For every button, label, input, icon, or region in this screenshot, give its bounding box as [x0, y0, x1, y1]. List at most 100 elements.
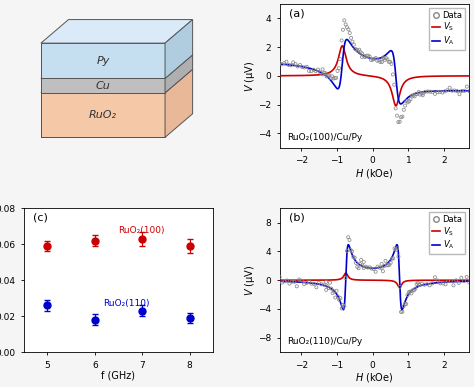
Point: [399, 113, 406, 120]
Point: [326, 279, 334, 286]
Point: [308, 68, 315, 74]
Point: [294, 63, 301, 70]
Point: [327, 75, 335, 81]
Polygon shape: [41, 43, 165, 79]
Text: (c): (c): [33, 212, 48, 223]
Point: [330, 288, 338, 295]
Point: [345, 234, 352, 240]
Point: [419, 92, 427, 98]
Point: [339, 27, 347, 33]
Point: [455, 280, 463, 286]
Point: [441, 88, 448, 94]
Point: [384, 262, 392, 269]
Point: [463, 274, 470, 280]
Point: [349, 38, 356, 45]
Point: [457, 275, 465, 281]
Point: [305, 278, 313, 284]
Point: [375, 57, 383, 63]
Point: [392, 105, 400, 111]
X-axis label: $H$ (kOe): $H$ (kOe): [355, 371, 394, 384]
Point: [426, 282, 434, 288]
Point: [445, 278, 452, 284]
Point: [407, 96, 414, 102]
Point: [347, 35, 355, 41]
Point: [320, 70, 328, 76]
Point: [312, 68, 319, 74]
Point: [397, 309, 405, 315]
Point: [295, 276, 303, 283]
Point: [329, 290, 337, 296]
Point: [283, 277, 291, 284]
Point: [383, 56, 391, 62]
Point: [392, 247, 400, 253]
Point: [351, 46, 359, 52]
Point: [378, 265, 385, 271]
Point: [394, 119, 402, 125]
Point: [276, 274, 283, 280]
Point: [415, 89, 422, 95]
Point: [415, 282, 423, 288]
Point: [402, 301, 410, 307]
Point: [337, 295, 344, 301]
Point: [331, 295, 339, 301]
Point: [412, 91, 420, 97]
Point: [376, 265, 383, 271]
Point: [317, 69, 324, 75]
Point: [463, 84, 471, 90]
Point: [325, 285, 333, 291]
Point: [345, 26, 352, 33]
Point: [380, 55, 387, 61]
Point: [414, 280, 422, 286]
Point: [281, 60, 288, 66]
Point: [291, 279, 298, 285]
Point: [410, 92, 417, 99]
Point: [448, 87, 456, 94]
Point: [393, 245, 401, 252]
Legend: Data, $V_\mathrm{S}$, $V_\mathrm{A}$: Data, $V_\mathrm{S}$, $V_\mathrm{A}$: [429, 212, 465, 254]
Point: [431, 91, 439, 97]
Point: [349, 254, 357, 260]
Point: [347, 247, 355, 253]
Point: [374, 58, 381, 64]
Point: [405, 98, 413, 104]
Point: [326, 72, 333, 79]
Point: [409, 287, 417, 293]
Point: [290, 59, 297, 65]
Point: [343, 24, 351, 30]
Point: [360, 53, 367, 59]
Point: [334, 293, 342, 300]
Point: [296, 62, 304, 68]
Point: [338, 37, 346, 43]
Point: [418, 281, 426, 287]
Point: [318, 281, 325, 288]
Text: (a): (a): [289, 8, 305, 18]
Point: [395, 253, 402, 260]
Point: [400, 107, 408, 113]
Point: [331, 75, 338, 81]
Point: [346, 30, 354, 36]
Point: [434, 89, 441, 95]
Text: RuO₂(100): RuO₂(100): [118, 226, 165, 235]
Point: [460, 278, 468, 284]
Point: [451, 87, 458, 94]
Point: [421, 89, 429, 95]
Point: [391, 82, 398, 88]
Point: [303, 63, 310, 70]
Point: [385, 59, 392, 65]
Point: [286, 281, 293, 287]
Polygon shape: [165, 55, 192, 93]
Point: [413, 281, 420, 287]
Point: [424, 89, 431, 95]
Point: [381, 263, 388, 269]
Point: [415, 281, 423, 288]
Point: [363, 53, 370, 59]
Point: [293, 283, 301, 289]
Point: [366, 53, 374, 60]
Point: [379, 268, 387, 274]
Point: [358, 54, 366, 60]
Point: [439, 280, 447, 286]
Point: [299, 64, 306, 70]
Point: [374, 264, 382, 270]
Point: [366, 264, 374, 271]
Point: [391, 245, 398, 252]
